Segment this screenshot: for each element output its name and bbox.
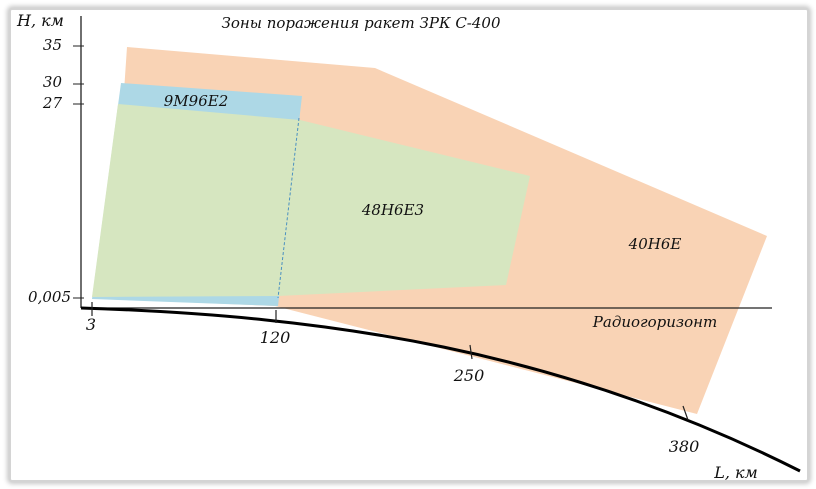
y-axis-label: H, км [16,11,64,30]
x-tick-label: 380 [669,437,700,456]
y-tick-label: 35 [43,36,62,54]
horizon-label: Радиогоризонт [592,313,717,331]
y-tick-label: 27 [42,94,63,112]
earth-surface-curve [80,306,801,473]
zone-boundary-dashed [277,117,300,299]
zone-label-48n6e3: 48Н6Е3 [361,201,424,219]
x-tick-label: 250 [453,366,485,385]
zone-label-9m96e2: 9М96Е2 [164,92,228,110]
x-tick-mark [682,405,689,421]
x-tick-mark [469,344,473,360]
x-axis-label: L, км [713,463,758,482]
zone-48n6e3 [92,104,530,297]
y-tick-label: 30 [43,73,63,91]
zone-label-40n6e: 40Н6Е [628,235,682,253]
x-tick-label: 3 [86,315,96,334]
y-tick-label: 0,005 [28,288,71,306]
diagram-title: Зоны поражения ракет ЗРК С-400 [221,14,500,32]
x-tick-label: 120 [260,328,291,347]
